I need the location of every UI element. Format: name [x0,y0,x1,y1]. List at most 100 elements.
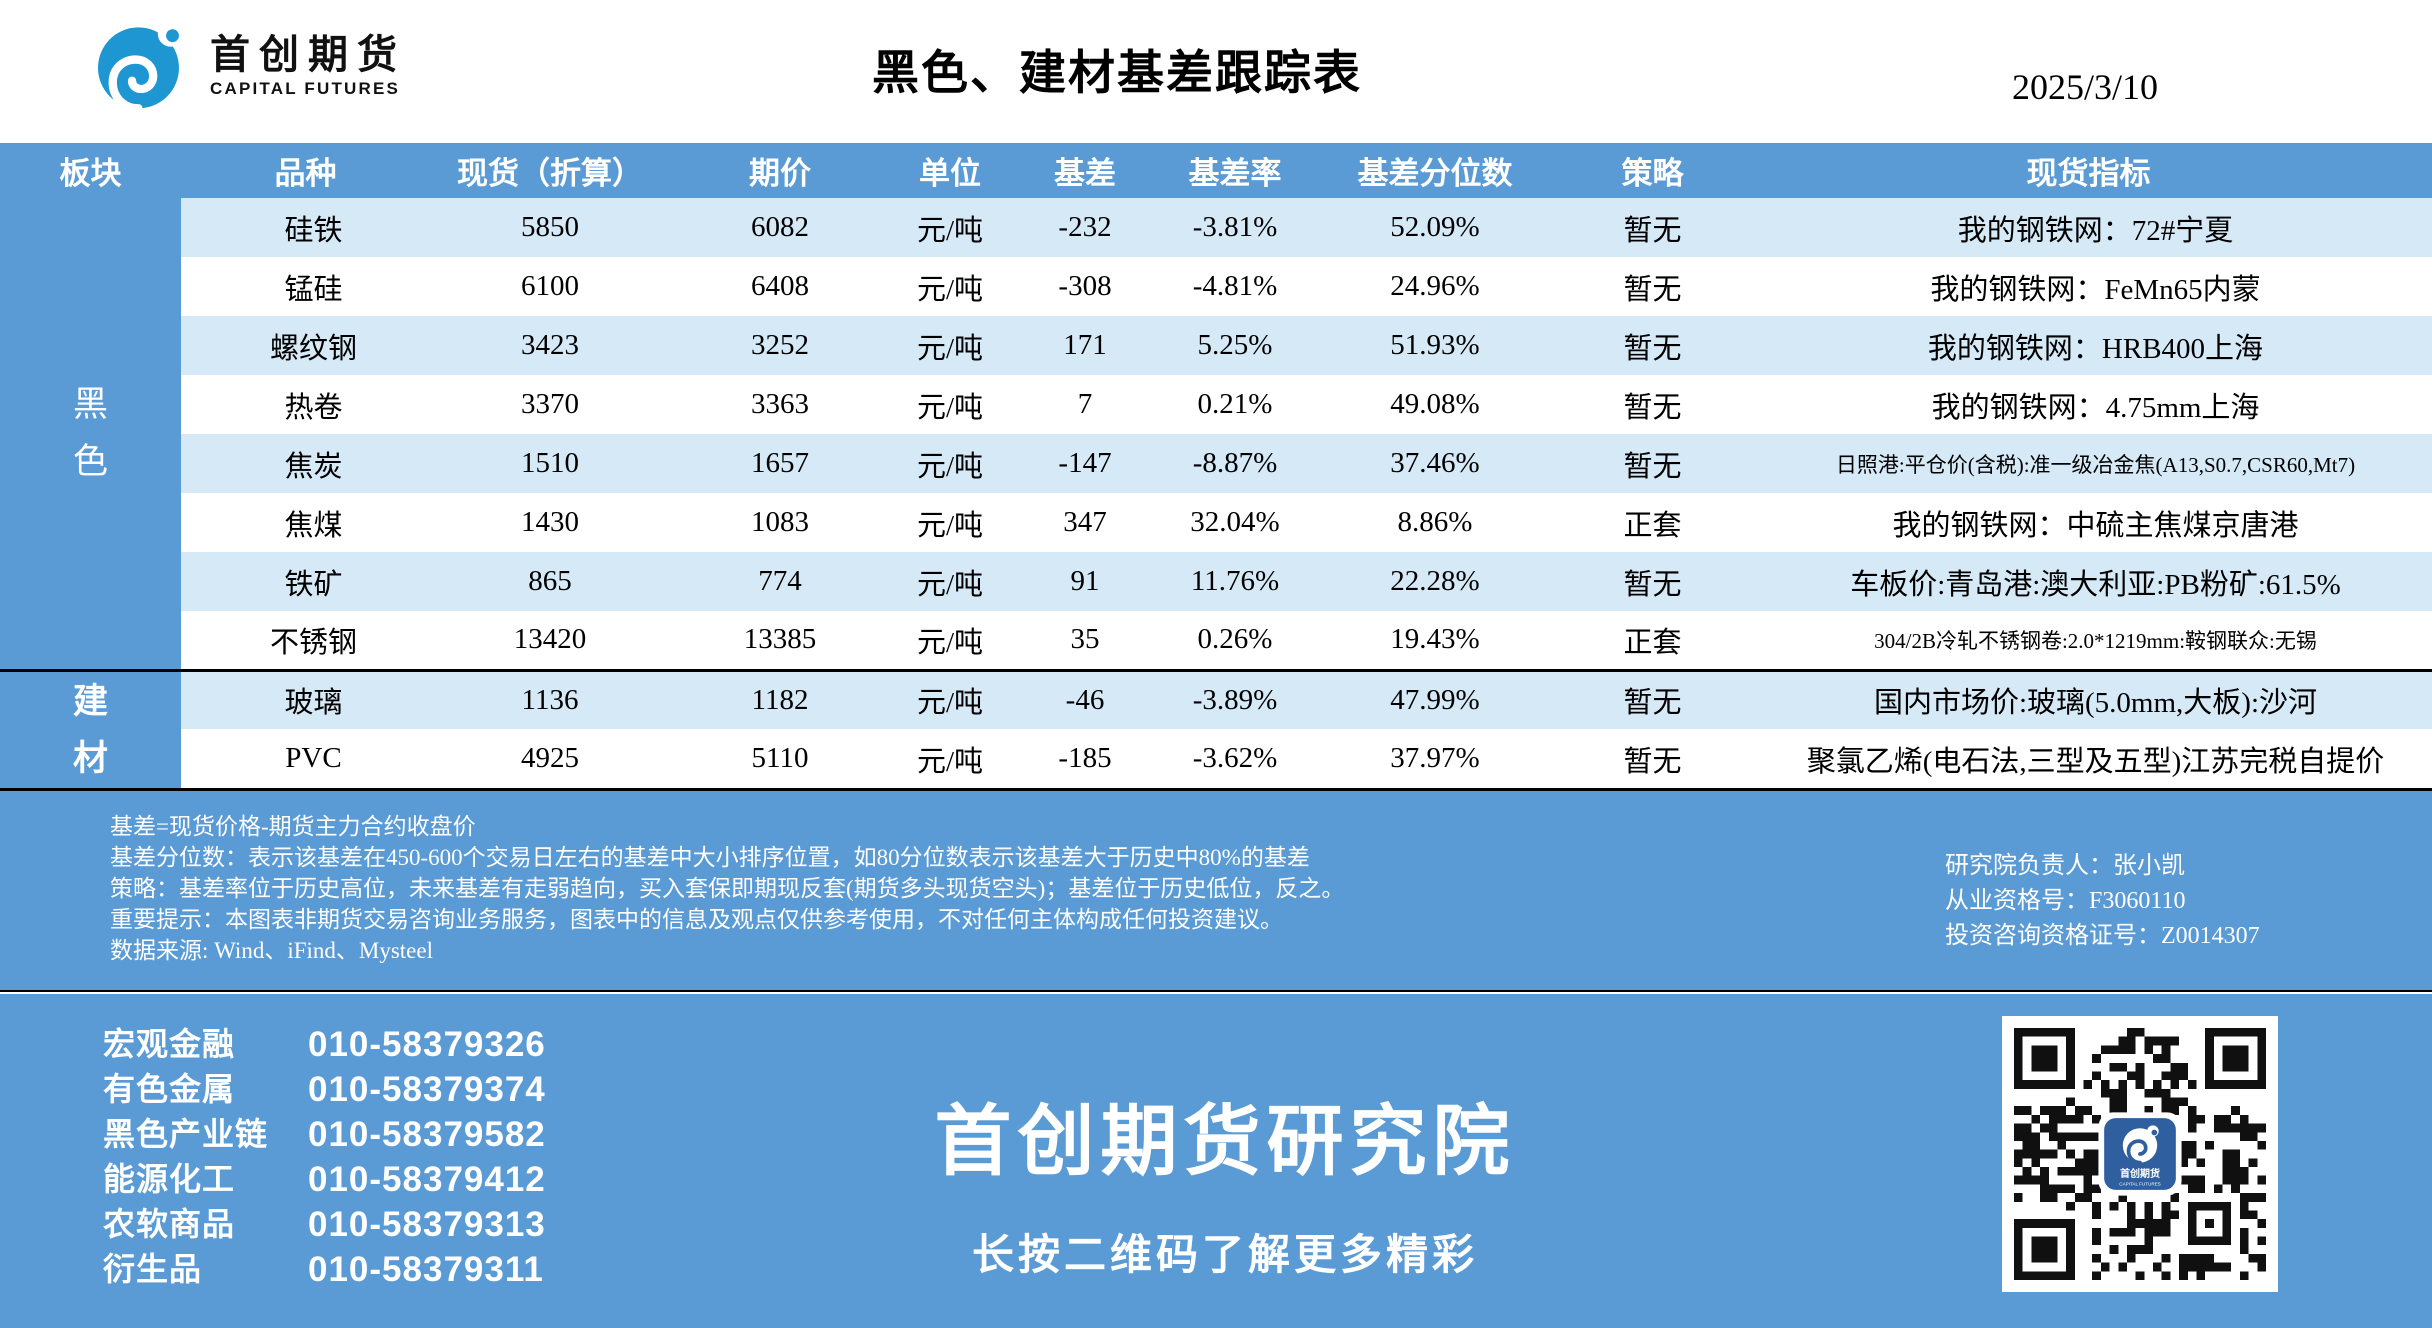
cell-unit: 元/吨 [890,198,1010,257]
notes-definitions: 基差=现货价格-期货主力合约收盘价 基差分位数：表示该基差在450-600个交易… [110,811,1344,966]
contact-row: 农软商品 010-58379313 [103,1202,546,1247]
cell-strategy: 暂无 [1560,257,1745,316]
qr-code: 首创期货 CAPITAL FUTURES [2002,1016,2278,1292]
cell-futures: 3252 [670,316,890,375]
cell-percentile: 49.08% [1310,375,1560,434]
cell-indicator: 日照港:平仓价(含税):准一级冶金焦(A13,S0.7,CSR60,Mt7) [1745,434,2432,493]
column-header: 单位 [890,143,1010,198]
cell-variety: 硅铁 [181,198,430,257]
cell-variety: 锰硅 [181,257,430,316]
column-header: 期价 [670,143,890,198]
analyst-name: 研究院负责人：张小凯 [1945,853,2185,879]
cell-variety: 焦炭 [181,434,430,493]
table-row: 螺纹钢 3423 3252 元/吨 171 5.25% 51.93% 暂无 我的钢铁网：HRB4… [0,316,2432,375]
cell-basis-rate: 5.25% [1160,316,1310,375]
cell-indicator: 我的钢铁网：HRB400上海 [1745,316,2432,375]
cell-unit: 元/吨 [890,257,1010,316]
sector-label: 黑色 [0,198,181,670]
column-header: 品种 [181,143,430,198]
contact-row: 有色金属 010-58379374 [103,1067,546,1112]
column-header: 现货（折算） [430,143,670,198]
column-header: 基差率 [1160,143,1310,198]
cell-indicator: 我的钢铁网：72#宁夏 [1745,198,2432,257]
cell-futures: 3363 [670,375,890,434]
cell-basis: 347 [1010,493,1160,552]
cell-basis: 35 [1010,611,1160,670]
contact-dept: 衍生品 [103,1251,203,1287]
logo-name-cn: 首创期货 [210,33,406,77]
cell-percentile: 51.93% [1310,316,1560,375]
cell-unit: 元/吨 [890,493,1010,552]
cell-strategy: 暂无 [1560,729,1745,788]
column-header: 现货指标 [1745,143,2432,198]
cell-variety: 铁矿 [181,552,430,611]
cell-basis-rate: 0.26% [1160,611,1310,670]
cell-indicator: 车板价:青岛港:澳大利亚:PB粉矿:61.5% [1745,552,2432,611]
cell-spot: 1510 [430,434,670,493]
cell-basis-rate: -8.87% [1160,434,1310,493]
contact-row: 衍生品 010-58379311 [103,1247,546,1292]
cell-spot: 1136 [430,668,670,729]
cell-indicator: 我的钢铁网：4.75mm上海 [1745,375,2432,434]
cell-variety: 焦煤 [181,493,430,552]
cell-futures: 5110 [670,729,890,788]
logo-name-en: CAPITAL FUTURES [210,79,401,98]
contact-dept: 能源化工 [103,1161,236,1197]
cell-variety: 不锈钢 [181,611,430,670]
cell-spot: 5850 [430,198,670,257]
top-header-band: 首创期货 CAPITAL FUTURES 黑色、建材基差跟踪表 2025/3/1… [0,0,2432,143]
cell-basis: 171 [1010,316,1160,375]
institute-subtitle: 长按二维码了解更多精彩 [971,1231,1478,1278]
institute-title: 首创期货研究院 [934,1099,1516,1185]
cell-unit: 元/吨 [890,729,1010,788]
cell-unit: 元/吨 [890,611,1010,670]
analyst-credentials: 研究院负责人：张小凯 从业资格号：F3060110 投资咨询资格证号：Z0014… [1945,849,2260,954]
table-row: 建材玻璃 1136 1182 元/吨 -46 -3.89% 47.99% 暂无 国内市场价:玻璃… [0,668,2432,788]
note-line: 策略：基差率位于历史高位，未来基差有走弱趋向，买入套保即期现反套(期货多头现货空… [110,876,1345,901]
cell-futures: 774 [670,552,890,611]
company-logo: 首创期货 CAPITAL FUTURES [98,16,406,116]
cell-basis: 7 [1010,375,1160,434]
cell-basis-rate: 32.04% [1160,493,1310,552]
table-row: 铁矿 865 774 元/吨 91 11.76% 22.28% 暂无 车板价:青岛港:澳大利亚:… [0,552,2432,611]
table-row: 热卷 3370 3363 元/吨 7 0.21% 49.08% 暂无 我的钢铁网：4.75mm上… [0,375,2432,434]
contact-row: 黑色产业链 010-58379582 [103,1112,546,1157]
cell-basis: -232 [1010,198,1160,257]
table-header-row: 板块 品种 现货（折算） 期价 单位 基差 基差率 基差分位数 策略 现货指标 [0,143,2432,198]
page-title: 黑色、建材基差跟踪表 [872,46,1362,99]
contact-phone: 010-58379582 [308,1115,546,1154]
cell-basis: -308 [1010,257,1160,316]
cell-strategy: 正套 [1560,493,1745,552]
note-line: 基差=现货价格-期货主力合约收盘价 [110,814,476,839]
cell-futures: 6082 [670,198,890,257]
qr-pattern [2014,1028,2266,1280]
note-line: 基差分位数：表示该基差在450-600个交易日左右的基差中大小排序位置，如80分… [110,845,1310,870]
cell-strategy: 暂无 [1560,375,1745,434]
cell-percentile: 22.28% [1310,552,1560,611]
cell-basis-rate: 0.21% [1160,375,1310,434]
cell-basis-rate: -3.62% [1160,729,1310,788]
table-row: 黑色硅铁 5850 6082 元/吨 -232 -3.81% 52.09% 暂无 我的钢铁网：7… [0,198,2432,670]
cell-percentile: 37.97% [1310,729,1560,788]
column-header: 板块 [0,143,181,198]
cell-strategy: 暂无 [1560,668,1745,729]
cell-basis: -147 [1010,434,1160,493]
contact-phone: 010-58379412 [308,1160,546,1199]
qr-center-logo-icon: 首创期货 CAPITAL FUTURES [2098,1112,2182,1196]
contact-row: 能源化工 010-58379412 [103,1157,546,1202]
footer-band: 宏观金融 010-58379326 有色金属 010-58379374 黑色产业… [0,994,2432,1328]
cell-indicator: 我的钢铁网：中硫主焦煤京唐港 [1745,493,2432,552]
table-row: 焦炭 1510 1657 元/吨 -147 -8.87% 37.46% 暂无 日照港:平仓价(含… [0,434,2432,493]
cell-spot: 4925 [430,729,670,788]
institute-banner: 首创期货研究院 长按二维码了解更多精彩 [935,1080,1516,1282]
cell-variety: 热卷 [181,375,430,434]
advisory-license-no: 投资咨询资格证号：Z0014307 [1945,923,2260,949]
cell-spot: 3370 [430,375,670,434]
cell-variety: 玻璃 [181,668,430,729]
note-line: 数据来源: Wind、iFind、Mysteel [110,938,433,963]
cell-percentile: 37.46% [1310,434,1560,493]
cell-indicator: 304/2B冷轧不锈钢卷:2.0*1219mm:鞍钢联众:无锡 [1745,611,2432,670]
column-header: 策略 [1560,143,1745,198]
table-row: 不锈钢 13420 13385 元/吨 35 0.26% 19.43% 正套 304/2B冷轧不… [0,611,2432,670]
